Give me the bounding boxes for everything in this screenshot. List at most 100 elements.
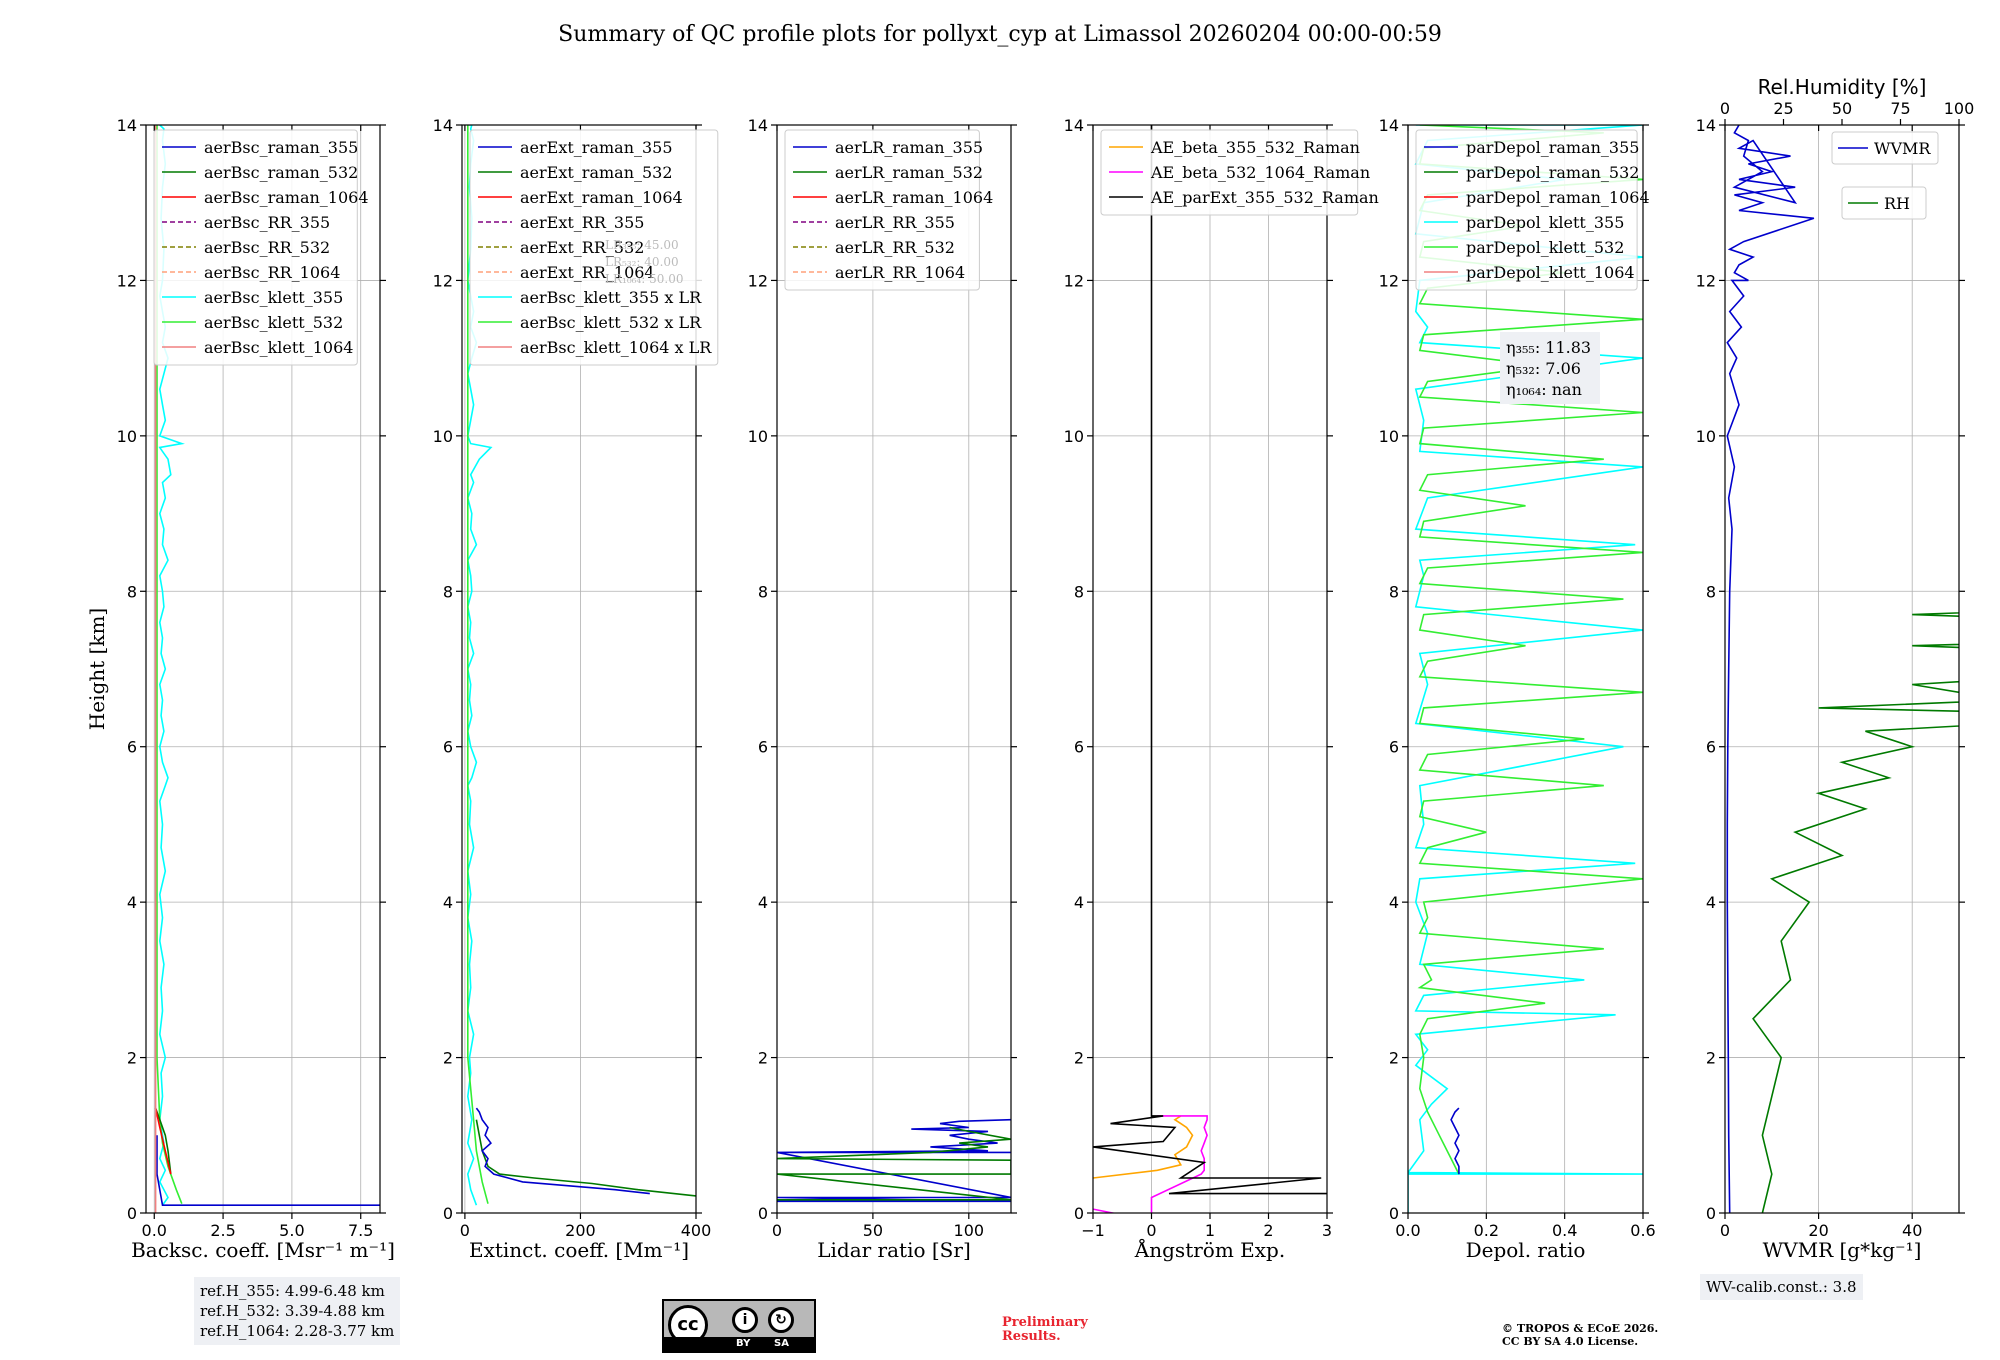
x-tick-label: 7.5 xyxy=(348,1221,373,1240)
y-tick-label: 8 xyxy=(758,582,768,601)
legend: WVMR RH xyxy=(1831,131,1939,220)
panel-lr: 0 50 100 0 2 4 6 8 10 12 14 Lidar ratio [Sr] aerLR_r… xyxy=(748,116,1017,1262)
axes-frame xyxy=(776,124,1012,1214)
legend-label: aerLR_raman_1064 xyxy=(835,188,993,207)
lr-note: LR₃₅₅: 45.00 xyxy=(605,238,679,252)
y-tick-label: 4 xyxy=(443,893,453,912)
ref-height-532: ref.H_532: 3.39-4.88 km xyxy=(200,1302,385,1320)
y-tick-label: 10 xyxy=(117,427,137,446)
y-tick-label: 0 xyxy=(758,1204,768,1223)
copyright-line-2: CC BY SA 4.0 License. xyxy=(1502,1335,1639,1348)
panel-wv: 0 20 40 0 2 4 6 8 10 12 14 WVMR [g*kg⁻¹] 0 25 50 75 100 R… xyxy=(1696,75,1975,1262)
legend-label: aerLR_RR_1064 xyxy=(835,263,965,282)
y-tick-label: 2 xyxy=(758,1049,768,1068)
legend-label: aerBsc_klett_355 x LR xyxy=(520,288,702,307)
top-x-tick-label: 25 xyxy=(1773,99,1793,118)
y-tick-label: 2 xyxy=(1389,1049,1399,1068)
x-tick-label: 200 xyxy=(565,1221,596,1240)
y-tick-label: 2 xyxy=(1074,1049,1084,1068)
cc-by-label: BY xyxy=(736,1338,751,1349)
y-tick-label: 6 xyxy=(1706,738,1716,757)
legend-label: aerBsc_RR_532 xyxy=(204,238,330,257)
y-tick-label: 10 xyxy=(1379,427,1399,446)
y-tick-label: 4 xyxy=(1706,893,1716,912)
share-alike-icon: ↻ xyxy=(768,1307,794,1333)
legend-label: aerExt_RR_532 xyxy=(520,238,644,257)
x-tick-label: 3 xyxy=(1322,1221,1332,1240)
y-tick-label: 12 xyxy=(117,271,137,290)
legend: aerLR_raman_355 aerLR_raman_532 aerLR_rama… xyxy=(784,129,993,291)
y-tick-label: 8 xyxy=(443,582,453,601)
x-tick-label: 0.0 xyxy=(142,1221,167,1240)
legend-label: aerBsc_klett_355 xyxy=(204,288,343,307)
x-axis-label: Backsc. coeff. [Msr⁻¹ m⁻¹] xyxy=(131,1238,395,1262)
y-tick-label: 14 xyxy=(748,116,768,135)
legend-label: WVMR xyxy=(1874,139,1931,158)
series-aerLR_raman_532 xyxy=(777,1126,1011,1201)
legend-label: aerBsc_klett_532 xyxy=(204,313,343,332)
y-tick-label: 2 xyxy=(443,1049,453,1068)
top-x-tick-label: 0 xyxy=(1720,99,1730,118)
axes-frame xyxy=(461,124,697,1214)
legend-label: parDepol_raman_532 xyxy=(1466,163,1639,182)
preliminary-line-1: Preliminary xyxy=(1002,1315,1088,1330)
y-tick-label: 12 xyxy=(1379,271,1399,290)
x-tick-label: −1 xyxy=(1081,1221,1105,1240)
figure-title: Summary of QC profile plots for pollyxt_… xyxy=(558,22,1442,47)
y-tick-label: 4 xyxy=(127,893,137,912)
legend-label: AE_beta_532_1064_Raman xyxy=(1150,163,1370,182)
series-group xyxy=(1726,125,1959,1213)
x-tick-label: 2 xyxy=(1263,1221,1273,1240)
legend: aerBsc_raman_355 aerBsc_raman_532 aerBsc_r… xyxy=(153,129,369,366)
y-tick-label: 12 xyxy=(1064,271,1084,290)
legend: parDepol_raman_355 parDepol_raman_532 parD… xyxy=(1415,129,1650,291)
legend-label: aerExt_RR_355 xyxy=(520,213,644,232)
y-tick-label: 8 xyxy=(1706,582,1716,601)
y-tick-label: 10 xyxy=(433,427,453,446)
cc-by-sa-badge: cc i ↻ BY SA xyxy=(662,1299,816,1353)
series-RH xyxy=(1752,598,1959,1213)
legend-label: aerLR_RR_532 xyxy=(835,238,955,257)
x-axis-label: Lidar ratio [Sr] xyxy=(817,1238,971,1262)
series-AE_beta_532_1064 xyxy=(1093,1115,1208,1213)
wv-calibration-box: WV-calib.const.: 3.8 xyxy=(1700,1274,1863,1300)
legend-label: parDepol_klett_532 xyxy=(1466,238,1624,257)
y-tick-label: 10 xyxy=(748,427,768,446)
lr-note: LR₅₃₂: 40.00 xyxy=(605,255,679,269)
y-tick-label: 8 xyxy=(1074,582,1084,601)
series-group xyxy=(777,1118,1011,1203)
legend-label: aerExt_raman_355 xyxy=(520,138,673,157)
ref-height-355: ref.H_355: 4.99-6.48 km xyxy=(200,1282,385,1300)
legend-box xyxy=(1841,186,1927,220)
eta-note: η₃₅₅: 11.83 xyxy=(1506,338,1591,357)
y-tick-label: 2 xyxy=(1706,1049,1716,1068)
legend-label: aerBsc_RR_1064 xyxy=(204,263,340,282)
legend-label: parDepol_raman_355 xyxy=(1466,138,1639,157)
x-tick-label: 0.4 xyxy=(1552,1221,1577,1240)
copyright-note: © TROPOS & ECoE 2026. CC BY SA 4.0 Licen… xyxy=(1502,1322,1658,1348)
y-tick-label: 14 xyxy=(117,116,137,135)
panel-ext: 0 200 400 0 2 4 6 8 10 12 14 Extinct. coeff. [Mm⁻¹]… xyxy=(433,116,719,1262)
axes-frame xyxy=(1724,124,1960,1214)
x-tick-label: 400 xyxy=(681,1221,712,1240)
y-tick-label: 4 xyxy=(1389,893,1399,912)
y-tick-label: 8 xyxy=(127,582,137,601)
legend-label: aerExt_raman_532 xyxy=(520,163,673,182)
legend: AE_beta_355_532_Raman AE_beta_532_1064_Ra… xyxy=(1100,129,1379,216)
legend-label: aerLR_raman_355 xyxy=(835,138,983,157)
legend-box xyxy=(784,129,980,291)
series-group xyxy=(1093,125,1327,1213)
x-axis-label: Extinct. coeff. [Mm⁻¹] xyxy=(469,1238,689,1262)
y-tick-label: 14 xyxy=(1379,116,1399,135)
copyright-line-1: © TROPOS & ECoE 2026. xyxy=(1502,1322,1659,1335)
legend-box xyxy=(1415,129,1638,291)
series-aerBsc_raman_355 xyxy=(156,1135,380,1206)
y-tick-label: 14 xyxy=(433,116,453,135)
legend-label: aerBsc_RR_355 xyxy=(204,213,330,232)
x-tick-label: 0 xyxy=(460,1221,470,1240)
x-tick-label: 0 xyxy=(1146,1221,1156,1240)
x-tick-label: 0.2 xyxy=(1474,1221,1499,1240)
panel-depol: 0.0 0.2 0.4 0.6 0 2 4 6 8 10 12 14 Depol. ratio parDe… xyxy=(1379,116,1656,1262)
